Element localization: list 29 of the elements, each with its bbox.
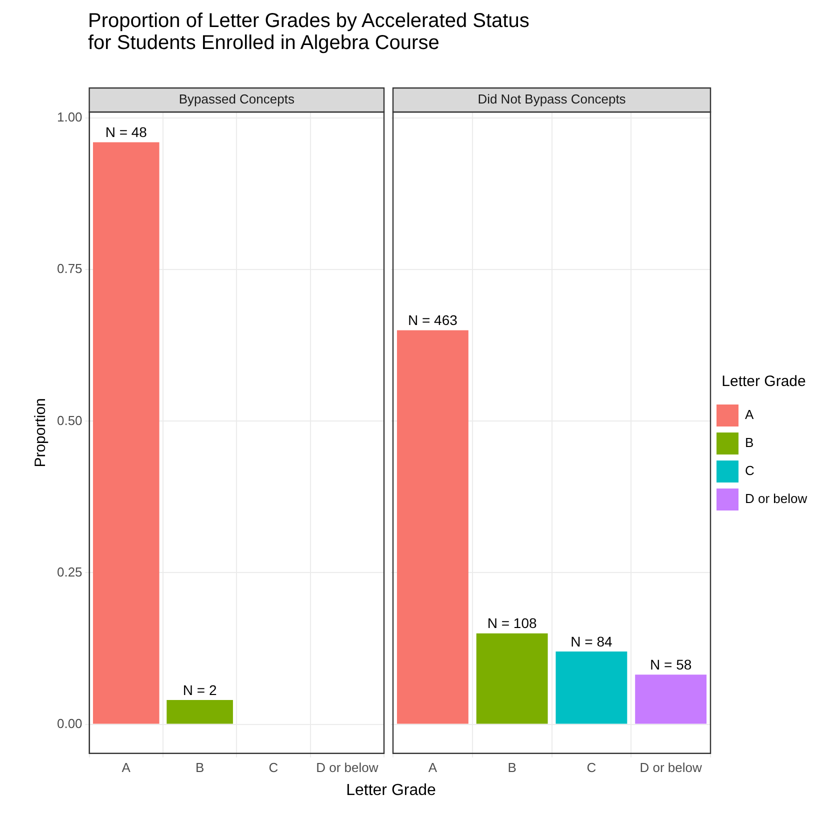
chart-title: Proportion of Letter Grades by Accelerated Status for Students Enrolled in Algebra Course	[88, 10, 530, 54]
x-axis-title: Letter Grade	[345, 782, 437, 800]
annotation: N = 463	[408, 312, 458, 328]
x-tick-label: A	[122, 760, 131, 775]
x-tick-label: C	[268, 760, 278, 775]
y-tick-label: 0.25	[56, 564, 82, 580]
y-tick-label: 0.00	[56, 716, 82, 731]
legend-label: A	[745, 407, 754, 422]
legend-label: C	[745, 463, 754, 478]
chart-subtitle: Bypassed Concepts	[178, 92, 295, 107]
y-tick-label: 0.75	[56, 261, 82, 276]
y-tick-label: 1.00	[56, 110, 82, 125]
annotation: N = 58	[650, 656, 692, 672]
x-tick-label: C	[586, 760, 596, 775]
y-axis-title: Proportion	[32, 398, 50, 468]
legend-title: Letter Grade	[722, 373, 806, 390]
legend-label: D or below	[745, 491, 808, 506]
x-tick-label: A	[428, 760, 438, 775]
annotation: N = 2	[182, 682, 217, 698]
x-tick-label: B	[195, 760, 204, 775]
chart-subtitle: Did Not Bypass Concepts	[478, 92, 626, 107]
annotation: N = 48	[105, 124, 148, 140]
x-tick-label: D or below	[640, 760, 702, 775]
x-tick-label: D or below	[316, 760, 379, 775]
y-tick-label: 0.50	[56, 412, 82, 428]
annotation: N = 108	[487, 615, 537, 632]
annotation: N = 84	[570, 633, 612, 650]
legend-label: B	[745, 435, 754, 450]
x-tick-label: B	[508, 760, 516, 775]
